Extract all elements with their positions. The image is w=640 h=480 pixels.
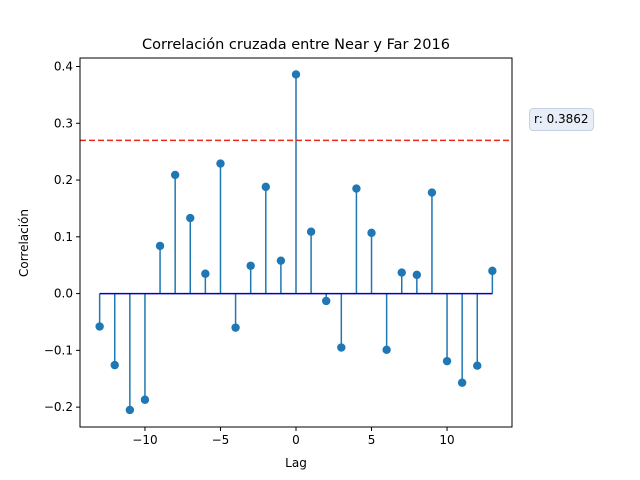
data-point bbox=[216, 159, 225, 168]
y-tick-label: −0.2 bbox=[44, 400, 73, 414]
data-point bbox=[427, 188, 437, 197]
y-tick-label: 0.3 bbox=[54, 116, 73, 130]
x-tick-label: 0 bbox=[292, 433, 300, 447]
y-tick-label: 0.4 bbox=[54, 60, 73, 74]
data-point bbox=[170, 170, 180, 180]
data-point bbox=[125, 405, 135, 415]
data-point bbox=[95, 322, 104, 331]
y-tick-label: 0.2 bbox=[54, 173, 73, 187]
x-tick-label: 5 bbox=[368, 433, 376, 447]
data-point bbox=[322, 296, 331, 306]
data-point bbox=[412, 270, 422, 280]
data-point bbox=[337, 343, 346, 352]
data-point bbox=[201, 269, 210, 278]
data-point bbox=[276, 256, 286, 265]
data-point bbox=[442, 356, 452, 366]
x-axis: −10 −5 0 5 10 bbox=[132, 427, 455, 447]
data-point bbox=[246, 261, 255, 270]
data-point bbox=[231, 323, 240, 332]
data-point bbox=[397, 268, 406, 277]
x-axis-label: Lag bbox=[285, 456, 307, 470]
y-axis: −0.2 −0.1 0.0 0.1 0.2 0.3 0.4 bbox=[44, 60, 80, 414]
data-point bbox=[140, 395, 150, 404]
correlation-annotation: r: 0.3862 bbox=[529, 108, 594, 131]
data-point bbox=[291, 70, 301, 79]
y-tick-label: 0.1 bbox=[54, 230, 73, 244]
data-point bbox=[473, 361, 482, 370]
plot-area bbox=[80, 70, 512, 415]
data-point bbox=[367, 228, 376, 238]
data-point bbox=[261, 182, 270, 192]
data-point bbox=[352, 184, 361, 193]
data-point bbox=[457, 378, 467, 387]
y-axis-label: Correlación bbox=[17, 209, 31, 277]
data-point bbox=[382, 345, 391, 354]
y-tick-label: 0.0 bbox=[54, 287, 73, 301]
x-tick-label: 10 bbox=[439, 433, 454, 447]
y-tick-label: −0.1 bbox=[44, 343, 73, 357]
x-tick-label: −10 bbox=[132, 433, 157, 447]
x-tick-label: −5 bbox=[212, 433, 230, 447]
data-point bbox=[186, 213, 195, 223]
data-point bbox=[110, 360, 119, 370]
data-point bbox=[306, 227, 316, 236]
chart-title: Correlación cruzada entre Near y Far 201… bbox=[142, 37, 450, 53]
data-point bbox=[155, 241, 165, 251]
data-point bbox=[488, 266, 497, 276]
